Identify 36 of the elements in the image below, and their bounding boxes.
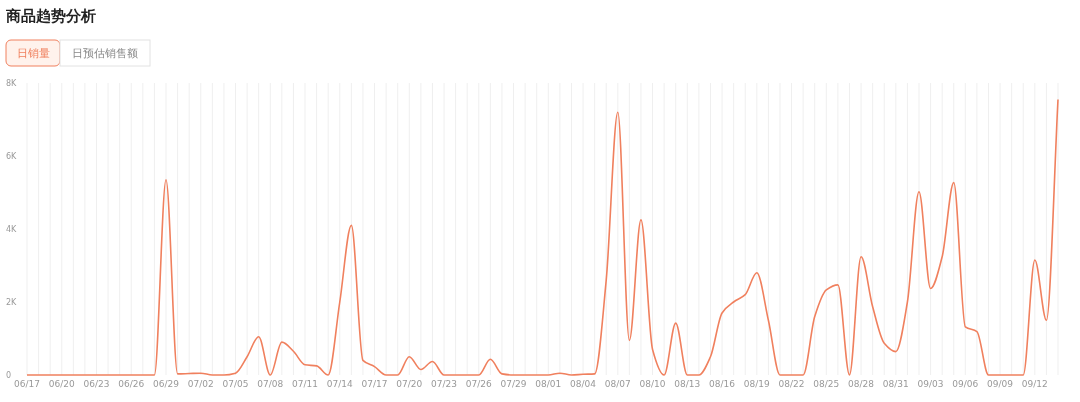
x-tick-label: 07/08 [257,379,284,389]
x-tick-label: 06/20 [48,379,75,389]
x-tick-label: 08/16 [709,379,736,389]
y-tick-label: 2K [6,298,18,307]
x-tick-label: 08/10 [639,379,666,389]
x-tick-label: 06/26 [118,379,145,389]
x-tick-label: 08/25 [813,379,840,389]
y-tick-label: 4K [6,225,18,234]
x-tick-label: 07/20 [396,379,423,389]
x-tick-label: 07/29 [500,379,527,389]
x-tick-label: 09/12 [1021,379,1048,389]
x-tick-label: 07/02 [187,379,214,389]
y-tick-label: 8K [6,79,18,88]
x-tick-label: 09/03 [917,379,944,389]
x-tick-label: 08/28 [848,379,875,389]
x-tick-label: 06/17 [14,379,40,389]
x-tick-label: 07/17 [361,379,388,389]
y-tick-label: 0 [6,371,12,380]
x-tick-label: 07/23 [431,379,457,389]
x-tick-label: 08/13 [674,379,701,389]
x-tick-label: 07/11 [292,379,318,389]
x-tick-label: 09/09 [987,379,1014,389]
x-tick-label: 09/06 [952,379,979,389]
x-tick-label: 08/19 [743,379,771,389]
x-tick-label: 07/05 [222,379,249,389]
x-tick-label: 08/07 [604,379,631,389]
x-tick-label: 08/31 [882,379,909,389]
x-tick-label: 06/23 [83,379,110,389]
x-tick-label: 08/22 [778,379,805,389]
title: 商品趋势分析 [6,7,96,25]
x-tick-label: 07/26 [465,379,493,389]
y-tick-label: 6K [6,152,18,161]
x-tick-label: 08/01 [535,379,562,389]
x-tick-label: 06/29 [153,379,180,389]
x-tick-label: 07/14 [326,379,354,389]
x-tick-label: 08/04 [570,379,597,389]
